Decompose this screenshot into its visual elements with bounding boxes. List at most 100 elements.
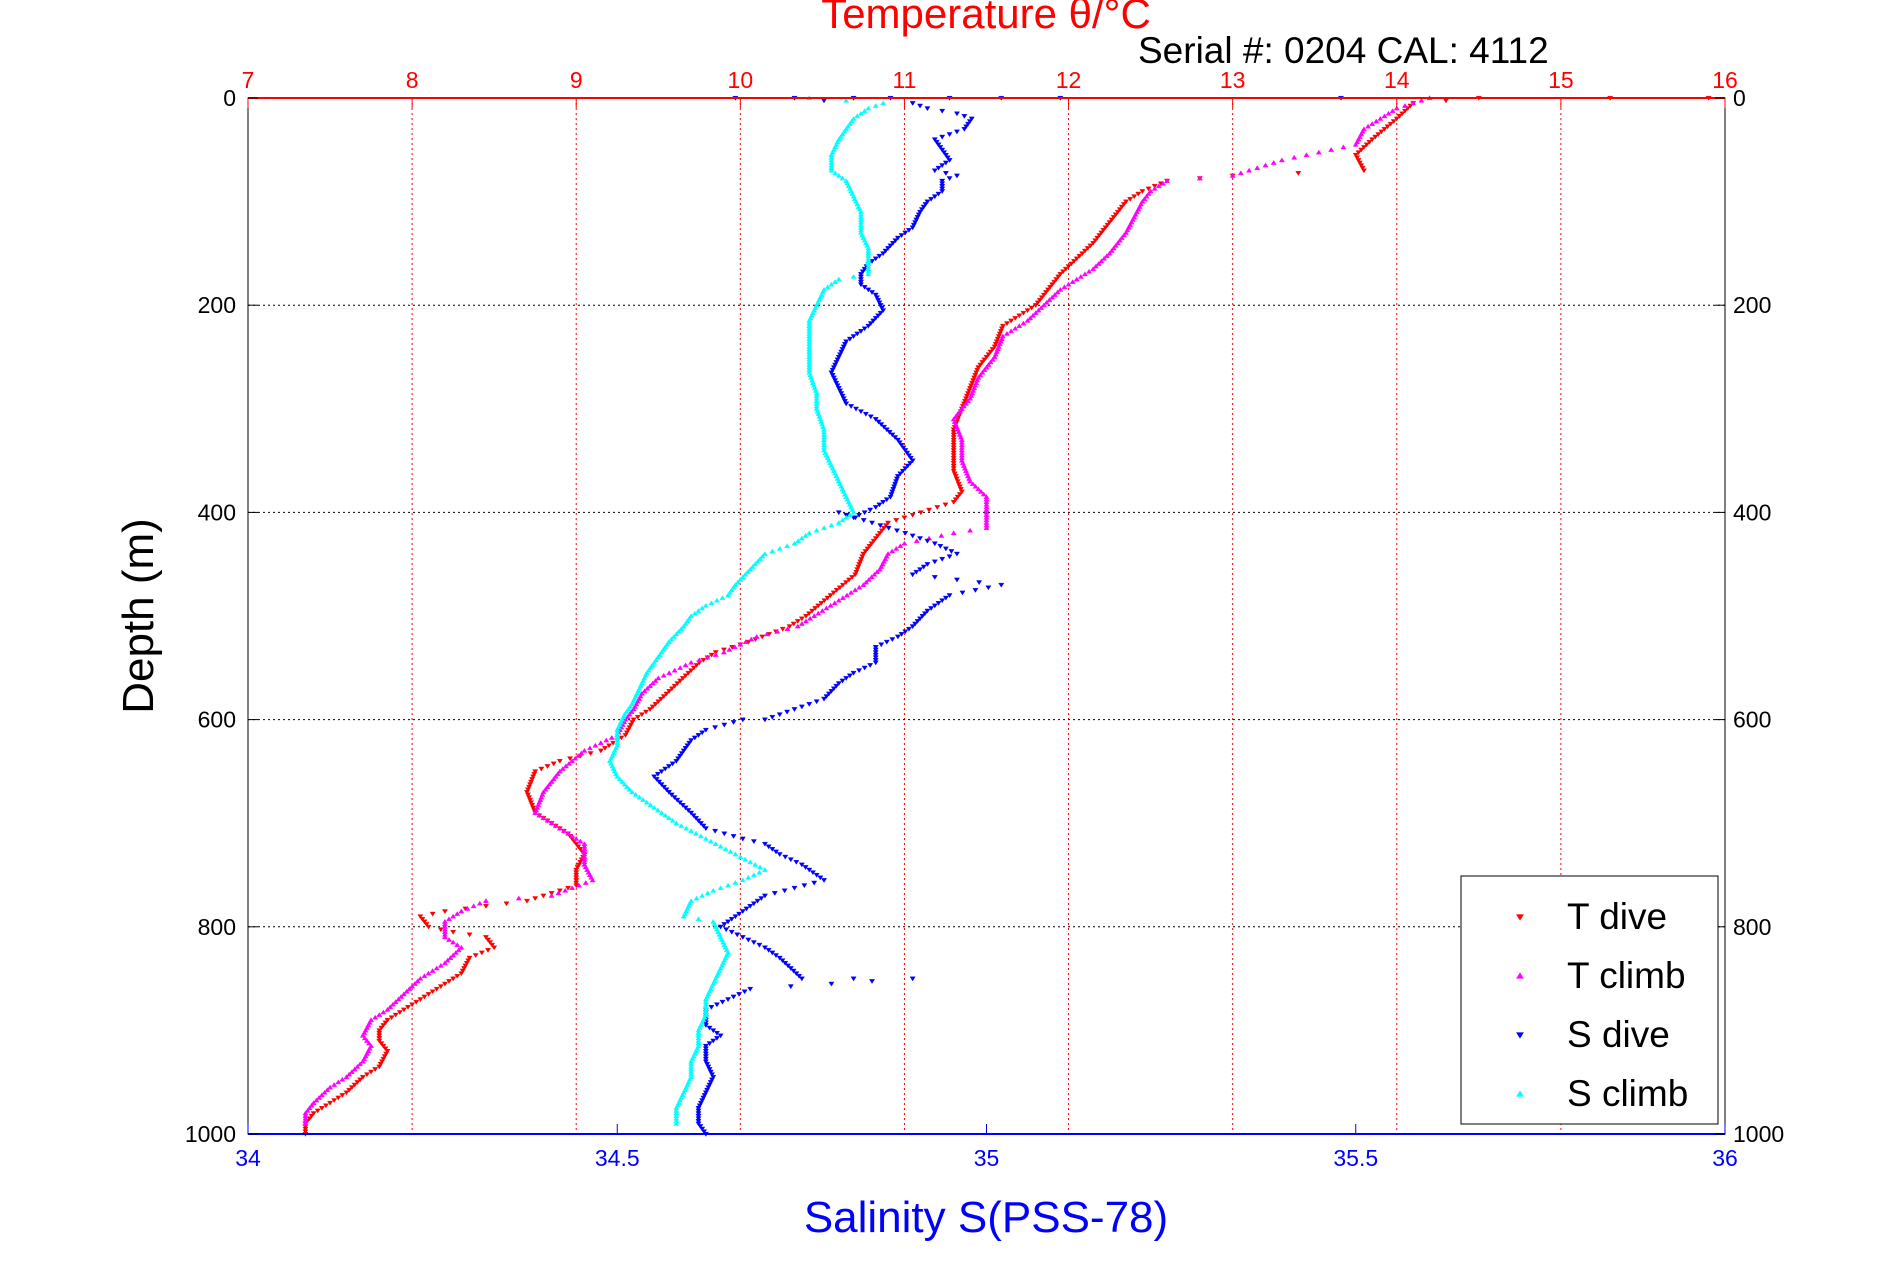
data-point <box>798 616 805 622</box>
data-point <box>985 585 992 591</box>
data-point <box>1377 116 1384 121</box>
data-point <box>857 329 864 334</box>
data-point <box>1055 274 1062 280</box>
data-point <box>429 989 436 995</box>
data-point <box>928 606 935 611</box>
data-point <box>995 334 1002 339</box>
data-point <box>950 450 957 456</box>
data-point <box>675 756 682 762</box>
temperature-tick-label: 16 <box>1712 67 1738 93</box>
data-point <box>552 823 559 828</box>
data-point <box>950 458 957 464</box>
data-point <box>392 999 399 1004</box>
data-point <box>387 1004 394 1010</box>
data-point <box>852 515 859 521</box>
data-point <box>872 417 879 422</box>
data-point <box>308 1113 315 1119</box>
data-point <box>902 230 909 236</box>
data-point <box>924 538 931 544</box>
data-point <box>429 968 436 973</box>
data-point <box>883 639 890 645</box>
data-point <box>525 792 531 798</box>
data-point <box>663 787 670 793</box>
data-point <box>931 168 938 174</box>
serial-label: Serial #: 0204 CAL: 4112 <box>1138 30 1549 71</box>
data-point <box>750 901 757 907</box>
data-point <box>702 1049 709 1054</box>
data-point <box>1143 193 1150 199</box>
data-point <box>433 986 440 992</box>
data-point <box>815 610 822 616</box>
data-point <box>893 476 900 482</box>
data-point <box>695 1111 702 1116</box>
data-point <box>854 567 861 573</box>
data-point <box>1020 310 1027 316</box>
data-point <box>638 712 645 718</box>
legend-markers <box>1516 914 1524 1097</box>
data-point <box>668 792 675 798</box>
data-point <box>889 548 896 554</box>
data-point <box>608 735 615 740</box>
data-point <box>359 1074 366 1080</box>
data-point <box>878 422 885 428</box>
data-point <box>827 593 834 598</box>
data-point <box>697 1100 704 1106</box>
data-point <box>425 924 432 930</box>
data-point <box>967 478 974 484</box>
data-point <box>1139 189 1146 194</box>
data-point <box>575 862 582 868</box>
data-point <box>898 443 905 448</box>
data-point <box>702 1046 709 1052</box>
data-point <box>654 771 661 777</box>
data-point <box>454 942 461 947</box>
data-point <box>752 561 759 567</box>
data-point <box>409 1002 416 1008</box>
data-point <box>624 714 631 720</box>
data-point <box>874 569 881 574</box>
data-point <box>823 694 830 700</box>
data-point <box>1008 318 1015 324</box>
data-point <box>855 564 862 570</box>
data-point <box>1410 100 1417 106</box>
data-point <box>526 795 533 801</box>
data-point <box>971 375 978 381</box>
data-point <box>405 1005 411 1010</box>
data-point <box>710 887 717 893</box>
data-point <box>893 479 899 485</box>
data-point <box>704 890 711 896</box>
data-point <box>684 743 691 749</box>
depth-tick-label-left: 800 <box>198 914 236 940</box>
data-point <box>444 957 451 963</box>
data-point <box>835 276 842 282</box>
data-point <box>1053 277 1060 283</box>
data-point <box>1108 248 1115 253</box>
data-point <box>852 572 859 578</box>
data-point <box>830 365 837 371</box>
data-point <box>791 885 798 891</box>
data-point <box>846 577 853 583</box>
data-point <box>569 833 576 839</box>
data-point <box>950 432 957 438</box>
data-point <box>750 940 757 946</box>
data-point <box>966 388 973 394</box>
data-point <box>912 220 919 226</box>
data-point <box>1065 264 1072 270</box>
data-point <box>1135 191 1142 197</box>
data-point <box>346 1087 353 1093</box>
data-point <box>970 378 977 384</box>
depth-tick-label-left: 0 <box>223 85 236 111</box>
data-point <box>380 1043 387 1049</box>
data-point <box>919 613 926 619</box>
data-point <box>756 869 763 875</box>
data-point <box>704 654 711 660</box>
data-point <box>685 808 692 813</box>
data-point <box>343 1074 350 1080</box>
data-point <box>955 481 962 487</box>
legend-marker-s-dive <box>1516 1032 1524 1039</box>
salinity-tick-label: 36 <box>1712 1145 1738 1171</box>
data-point <box>811 880 818 886</box>
data-point <box>969 481 976 486</box>
data-point <box>1114 209 1121 215</box>
data-point <box>902 531 909 536</box>
